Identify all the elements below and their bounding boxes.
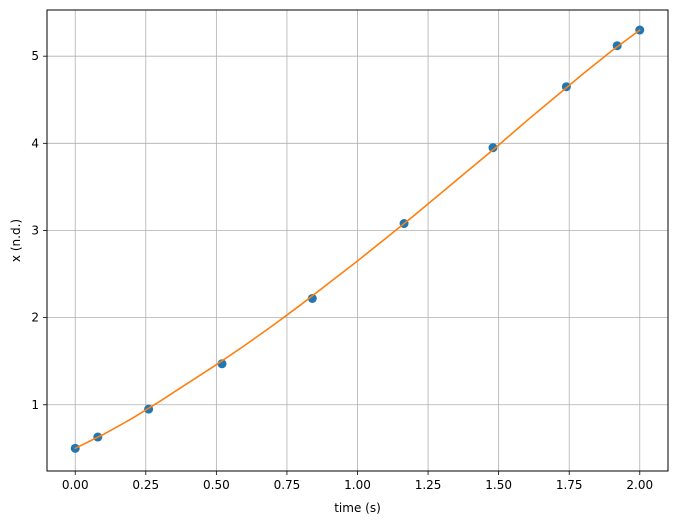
x-axis-label: time (s) xyxy=(334,501,381,515)
x-tick-label: 0.50 xyxy=(203,478,230,492)
axis-ticks: 0.00 0.25 0.50 0.75 1.00 1.25 1.50 1.75 2.00 1 2 3 4… xyxy=(31,49,653,492)
x-tick-label: 1.75 xyxy=(556,478,583,492)
scatter-point xyxy=(307,293,317,303)
x-tick-label: 0.00 xyxy=(62,478,89,492)
x-tick-label: 1.25 xyxy=(415,478,442,492)
scatter-point xyxy=(488,143,498,153)
y-tick-label: 2 xyxy=(31,311,39,325)
x-tick-label: 0.25 xyxy=(132,478,159,492)
y-axis-label: x (n.d.) xyxy=(9,219,23,262)
fit-line xyxy=(74,29,641,450)
y-tick-label: 3 xyxy=(31,223,39,237)
x-tick-label: 1.50 xyxy=(485,478,512,492)
grid-lines xyxy=(47,10,668,471)
y-tick-label: 4 xyxy=(31,136,39,150)
y-tick-label: 5 xyxy=(31,49,39,63)
plot-series xyxy=(70,25,645,453)
x-tick-label: 1.00 xyxy=(344,478,371,492)
y-tick-label: 1 xyxy=(31,398,39,412)
x-tick-label: 2.00 xyxy=(626,478,653,492)
x-tick-label: 0.75 xyxy=(274,478,301,492)
